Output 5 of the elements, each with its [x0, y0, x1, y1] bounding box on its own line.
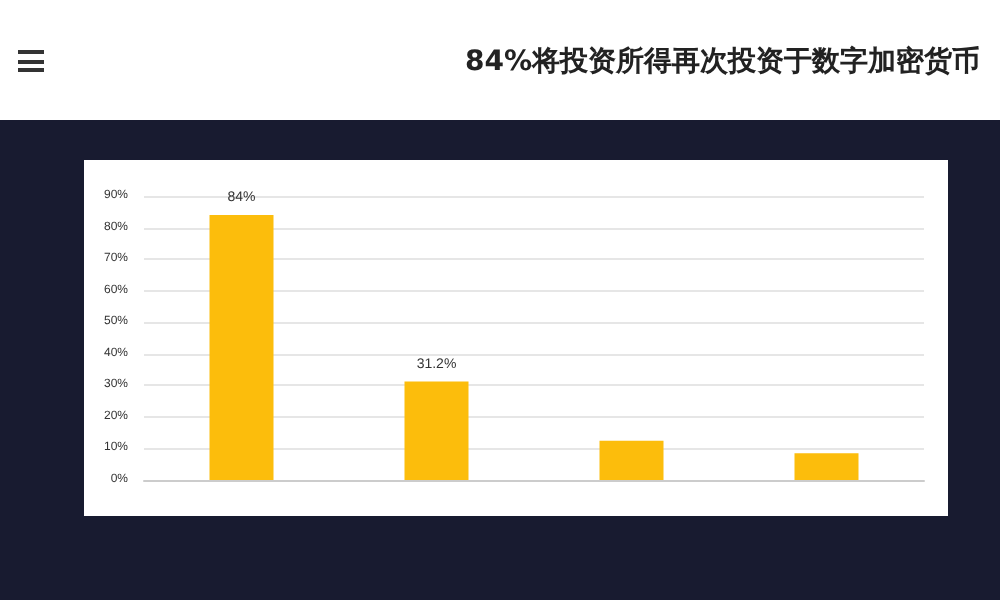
bar [404, 381, 469, 480]
chart-title: 84%将投资所得再次投资于数字加密货币 [464, 44, 980, 80]
bar [794, 453, 859, 480]
bar [209, 214, 274, 480]
bar [599, 440, 664, 480]
